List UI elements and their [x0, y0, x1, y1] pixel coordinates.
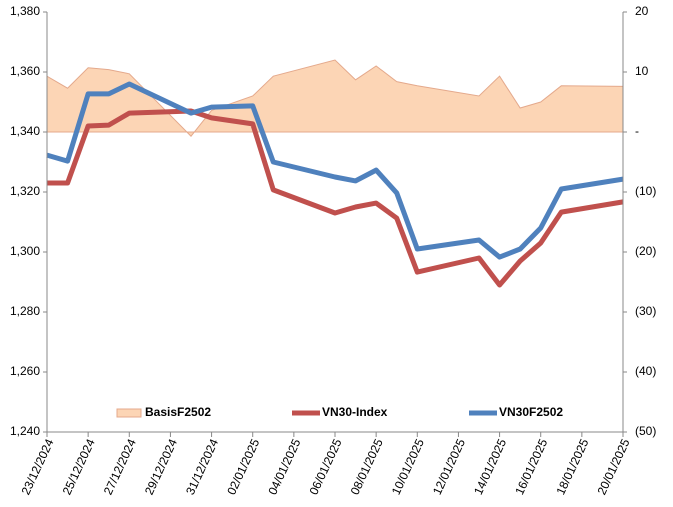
legend-label: VN30F2502: [499, 405, 563, 419]
x-tick-label: 31/12/2024: [183, 436, 221, 497]
y2-tick-label: (10): [635, 184, 656, 198]
x-tick-label: 14/01/2025: [471, 436, 509, 497]
x-tick-label: 18/01/2025: [553, 436, 591, 497]
x-tick-label: 04/01/2025: [265, 436, 303, 497]
x-tick-label: 16/01/2025: [512, 436, 550, 497]
legend-label: BasisF2502: [145, 405, 211, 419]
x-tick-label: 12/01/2025: [430, 436, 468, 497]
x-tick-label: 23/12/2024: [19, 436, 57, 497]
x-tick-label: 02/01/2025: [224, 436, 262, 497]
y2-tick-label: (40): [635, 364, 656, 378]
x-tick-label: 06/01/2025: [307, 436, 345, 497]
x-tick-label: 27/12/2024: [101, 436, 139, 497]
y-tick-label: 1,320: [10, 184, 40, 198]
line: [47, 108, 624, 288]
legend-swatch: [116, 408, 142, 418]
y2-tick-label: 10: [635, 64, 649, 78]
y2-tick-label: (30): [635, 304, 656, 318]
x-tick-label: 25/12/2024: [60, 436, 98, 497]
y-tick-label: 1,240: [10, 424, 40, 438]
x-tick-label: 20/01/2025: [595, 436, 633, 497]
y-tick-label: 1,360: [10, 64, 40, 78]
x-tick-label: 29/12/2024: [142, 436, 180, 497]
line: [46, 81, 624, 260]
area: [46, 59, 624, 137]
y-tick-label: 1,280: [10, 304, 40, 318]
x-tick-label: 08/01/2025: [348, 436, 386, 497]
legend: BasisF2502 VN30-Index VN30F2502: [116, 405, 563, 419]
y2-tick-label: -: [635, 124, 639, 138]
y2-tick-label: 20: [635, 4, 649, 18]
legend-label: VN30-Index: [322, 405, 388, 419]
y2-tick-label: (50): [635, 424, 656, 438]
y2-tick-label: (20): [635, 244, 656, 258]
x-tick-label: 10/01/2025: [389, 436, 427, 497]
y-tick-label: 1,300: [10, 244, 40, 258]
y-tick-label: 1,260: [10, 364, 40, 378]
y-tick-label: 1,340: [10, 124, 40, 138]
y-tick-label: 1,380: [10, 4, 40, 18]
